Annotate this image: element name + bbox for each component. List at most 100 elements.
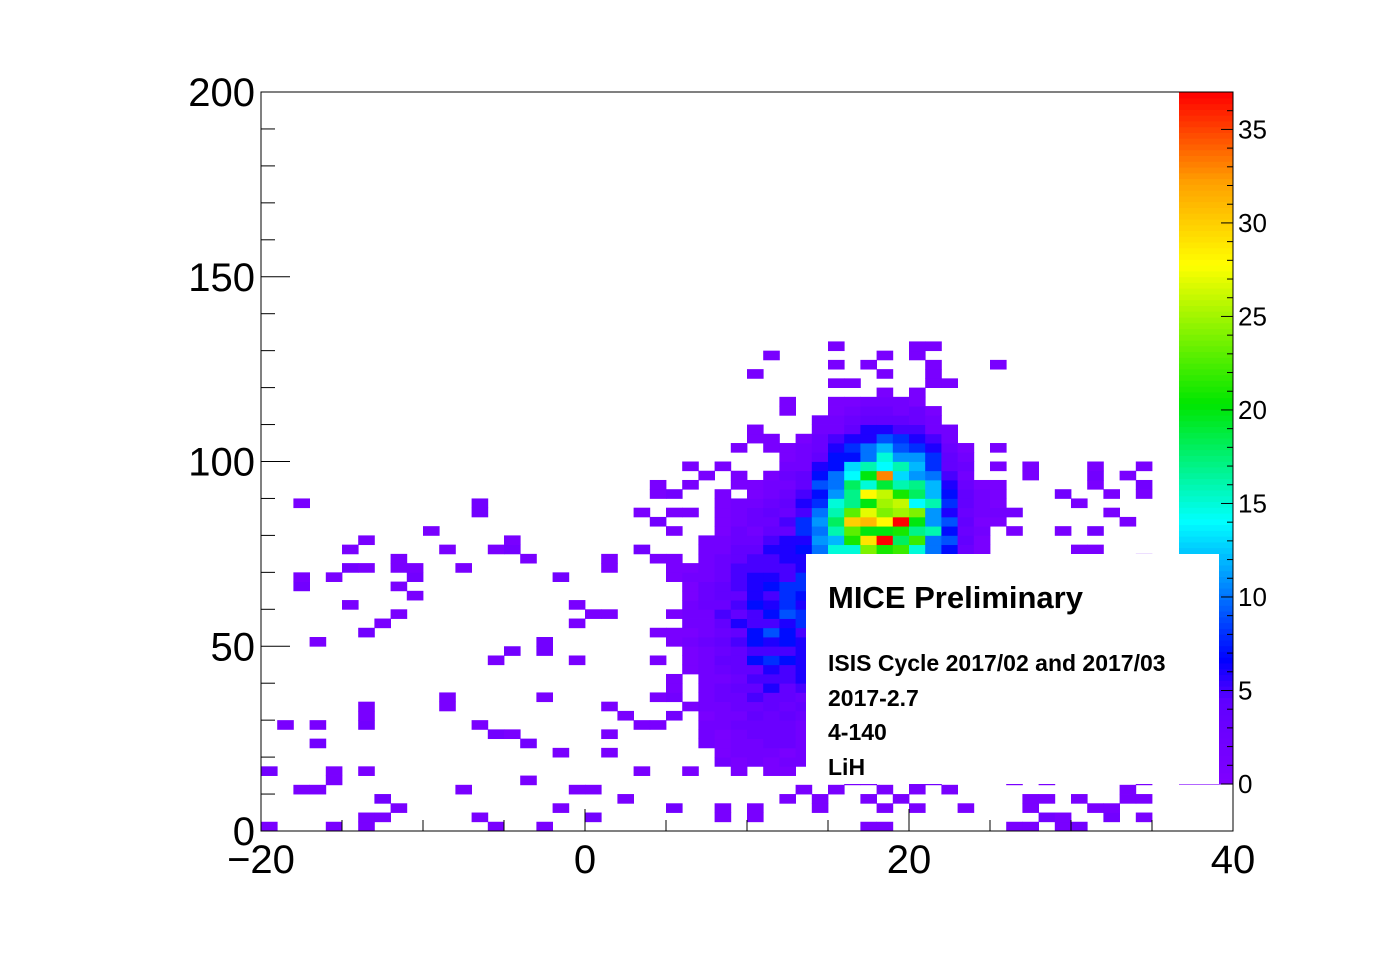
- heatmap-bin: [747, 479, 764, 490]
- heatmap-bin: [1135, 461, 1153, 472]
- heatmap-bin: [990, 516, 1007, 527]
- heatmap-bin: [747, 553, 764, 564]
- heatmap-bin: [698, 701, 715, 712]
- heatmap-bin: [1135, 812, 1153, 823]
- heatmap-bin: [795, 673, 813, 684]
- heatmap-bin: [747, 692, 764, 703]
- heatmap-bin: [747, 369, 764, 379]
- colorbar-segment: [1179, 155, 1233, 162]
- heatmap-bin: [941, 516, 958, 527]
- legend-box: MICE Preliminary ISIS Cycle 2017/02 and …: [806, 554, 1219, 784]
- heatmap-bin: [1135, 489, 1153, 499]
- heatmap-bin: [730, 563, 748, 573]
- heatmap-bin: [747, 590, 764, 601]
- heatmap-bin: [844, 452, 861, 462]
- heatmap-bin: [909, 498, 926, 509]
- heatmap-bin: [973, 498, 991, 509]
- heatmap-bin: [909, 387, 926, 398]
- heatmap-bin: [682, 664, 699, 675]
- heatmap-bin: [747, 600, 764, 610]
- heatmap-bin: [811, 516, 829, 527]
- heatmap-bin: [714, 692, 732, 703]
- colorbar-segment: [1179, 414, 1233, 422]
- heatmap-bin: [941, 461, 958, 472]
- heatmap-bin: [795, 470, 813, 481]
- heatmap-bin: [876, 424, 894, 435]
- heatmap-bin: [844, 378, 861, 388]
- heatmap-bin: [909, 535, 926, 546]
- heatmap-bin: [892, 526, 910, 536]
- heatmap-bin: [844, 498, 861, 509]
- heatmap-bin: [730, 600, 748, 610]
- heatmap-bin: [747, 572, 764, 582]
- heatmap-bin: [828, 433, 845, 444]
- heatmap-bin: [957, 479, 975, 490]
- heatmap-bin: [892, 535, 910, 546]
- colorbar-segment: [1179, 236, 1233, 243]
- heatmap-bin: [763, 627, 780, 638]
- heatmap-bin: [682, 590, 699, 601]
- x-axis: −20 0 20 40: [227, 809, 1255, 882]
- y-axis: 0 50 100 150 200: [188, 71, 290, 854]
- heatmap-bin: [860, 452, 877, 462]
- heatmap-bin: [779, 406, 796, 416]
- heatmap-bin: [860, 498, 877, 509]
- heatmap-bin: [552, 747, 570, 758]
- heatmap-bin: [1054, 526, 1072, 536]
- heatmap-bin: [747, 720, 764, 730]
- colorbar-segment: [1179, 109, 1233, 116]
- heatmap-bin: [941, 784, 958, 795]
- heatmap-bin: [795, 461, 813, 472]
- colorbar-segment: [1179, 195, 1233, 203]
- heatmap-bin: [860, 406, 877, 416]
- heatmap-bin: [601, 747, 618, 758]
- heatmap-bin: [941, 507, 958, 518]
- heatmap-bin: [973, 507, 991, 518]
- heatmap-bin: [714, 729, 732, 740]
- colorbar-segment: [1179, 311, 1233, 318]
- heatmap-bin: [261, 821, 278, 832]
- heatmap-bin: [811, 415, 829, 425]
- heatmap-bin: [892, 498, 910, 509]
- heatmap-bin: [682, 572, 699, 582]
- colorbar-segment: [1179, 455, 1233, 462]
- heatmap-bin: [925, 433, 942, 444]
- heatmap-bin: [698, 710, 715, 721]
- heatmap-bin: [925, 544, 942, 555]
- heatmap-bin: [860, 479, 877, 490]
- heatmap-bin: [811, 526, 829, 536]
- heatmap-bin: [601, 563, 618, 573]
- colorbar-segment: [1179, 368, 1233, 376]
- heatmap-bin: [763, 600, 780, 610]
- colorbar-segment: [1179, 253, 1233, 260]
- heatmap-bin: [1087, 461, 1104, 472]
- heatmap-bin: [941, 443, 958, 453]
- heatmap-bin: [811, 470, 829, 481]
- colorbar-segment: [1179, 339, 1233, 347]
- heatmap-bin: [1071, 544, 1088, 555]
- heatmap-bin: [698, 683, 715, 693]
- heatmap-bin: [909, 406, 926, 416]
- heatmap-bin: [568, 618, 586, 629]
- heatmap-bin: [925, 479, 942, 490]
- heatmap-bin: [763, 618, 780, 629]
- heatmap-bin: [925, 470, 942, 481]
- heatmap-bin: [828, 470, 845, 481]
- heatmap-bin: [649, 655, 667, 666]
- heatmap-bin: [860, 470, 877, 481]
- heatmap-bin: [909, 516, 926, 527]
- heatmap-bin: [941, 424, 958, 435]
- heatmap-bin: [860, 507, 877, 518]
- heatmap-bin: [876, 526, 894, 536]
- heatmap-bin: [779, 498, 796, 509]
- colorbar-segment: [1179, 397, 1233, 404]
- heatmap-bin: [1038, 812, 1056, 823]
- heatmap-bin: [779, 396, 796, 407]
- heatmap-bin: [293, 498, 310, 509]
- heatmap-bin: [666, 637, 683, 647]
- heatmap-bin: [390, 609, 408, 619]
- heatmap-bin: [682, 618, 699, 629]
- heatmap-bin: [406, 563, 424, 573]
- heatmap-bin: [795, 637, 813, 647]
